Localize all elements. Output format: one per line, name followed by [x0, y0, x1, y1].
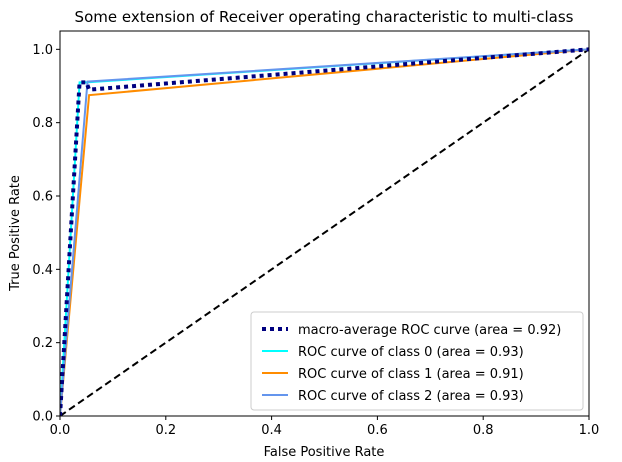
x-tick-label: 0.8 — [473, 423, 494, 438]
x-tick-label: 0.6 — [367, 423, 388, 438]
y-tick-label: 0.6 — [32, 190, 53, 205]
y-tick-label: 0.0 — [32, 410, 53, 425]
legend-label-0: macro-average ROC curve (area = 0.92) — [298, 323, 561, 338]
y-axis-label: True Positive Rate — [8, 175, 23, 292]
y-tick-label: 0.2 — [32, 336, 53, 351]
chance-diagonal-line — [60, 48, 589, 416]
legend-label-3: ROC curve of class 2 (area = 0.93) — [298, 389, 524, 404]
y-tick-label: 0.4 — [32, 263, 53, 278]
roc-line-series-3 — [60, 48, 589, 416]
legend-box — [250, 311, 584, 411]
x-tick-label: 1.0 — [579, 423, 600, 438]
x-tick-label: 0.4 — [261, 423, 282, 438]
legend-label-1: ROC curve of class 0 (area = 0.93) — [298, 345, 524, 360]
x-axis-label: False Positive Rate — [264, 445, 385, 460]
legend-label-2: ROC curve of class 1 (area = 0.91) — [298, 367, 524, 382]
x-tick-label: 0.2 — [155, 423, 176, 438]
plot-area: 0.0 0.2 0.4 0.6 0.8 1.0 0.0 0.2 0.4 0.6 0.8 1.0 — [32, 30, 600, 438]
y-tick-label: 0.8 — [32, 116, 53, 131]
y-tick-label: 1.0 — [32, 43, 53, 58]
plot-frame — [59, 30, 590, 417]
chart-title: Some extension of Receiver operating cha… — [75, 8, 574, 26]
legend: macro-average ROC curve (area = 0.92) ROC… — [250, 311, 584, 411]
x-tick-label: 0.0 — [50, 423, 71, 438]
